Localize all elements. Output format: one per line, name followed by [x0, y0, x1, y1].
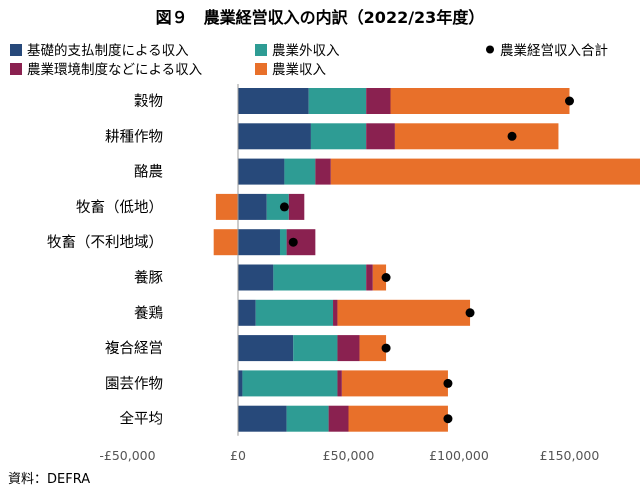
legend: 基礎的支払制度による収入 農業環境制度などによる収入 農業外収入 農業収入 農業…: [10, 42, 608, 78]
bars: [213, 88, 640, 432]
bar-segment: [238, 335, 294, 362]
bar-segment: [372, 264, 387, 291]
total-marker: [288, 237, 298, 247]
total-marker: [507, 131, 517, 141]
bar-segment: [333, 299, 338, 326]
bar-segment: [238, 299, 256, 326]
bar-segment: [279, 229, 287, 256]
x-tick-label: £50,000: [323, 448, 375, 463]
total-marker: [465, 308, 475, 318]
bar-segment: [337, 299, 471, 326]
category-label: 穀物: [134, 93, 163, 110]
x-axis-ticks: -£50,000£0£50,000£100,000£150,000£200,00…: [99, 448, 600, 463]
legend-swatch-basic-payment: [10, 44, 22, 56]
legend-label-total: 農業経営収入合計: [500, 43, 608, 59]
bar-segment: [337, 370, 342, 397]
bar-segment: [238, 123, 311, 150]
total-marker: [279, 202, 289, 212]
legend-label-basic-payment: 基礎的支払制度による収入: [27, 42, 189, 59]
bar-segment: [328, 405, 349, 432]
legend-label-farm-income: 農業収入: [272, 62, 326, 78]
bar-segment: [293, 335, 338, 362]
category-label: 複合経営: [105, 340, 163, 357]
bar-segment: [266, 193, 289, 220]
bar-segment: [238, 370, 243, 397]
bar-segment: [213, 229, 238, 256]
legend-marker-total: [486, 45, 494, 54]
bar-segment: [238, 229, 280, 256]
legend-swatch-non-farm: [255, 44, 267, 56]
total-marker: [381, 273, 391, 282]
bar-segment: [366, 88, 391, 114]
bar-segment: [238, 405, 287, 432]
bar-segment: [242, 370, 338, 397]
category-label: 全平均: [120, 410, 164, 428]
category-label: 牧畜（不利地域）: [47, 234, 163, 251]
legend-swatch-farm-income: [255, 63, 267, 75]
bar-segment: [308, 88, 367, 114]
bar-segment: [394, 123, 559, 150]
bar-segment: [348, 405, 448, 432]
legend-swatch-agri-environment: [10, 63, 22, 75]
bar-segment: [310, 123, 367, 150]
bar-segment: [366, 264, 373, 291]
x-tick-label: -£50,000: [99, 448, 155, 463]
source-note: 資料：DEFRA: [8, 472, 90, 487]
total-marker: [443, 378, 453, 388]
category-label: 園芸作物: [105, 375, 163, 392]
bar-segment: [288, 193, 305, 220]
bar-segment: [215, 193, 238, 220]
total-marker: [565, 96, 574, 106]
x-tick-label: £0: [230, 448, 246, 463]
category-label: 養鶏: [134, 304, 163, 322]
total-marker: [443, 414, 453, 424]
x-tick-label: £100,000: [429, 448, 489, 463]
x-tick-label: £150,000: [540, 448, 600, 463]
bar-segment: [238, 88, 309, 114]
bar-segment: [315, 158, 331, 185]
bar-segment: [337, 335, 360, 362]
bar-segment: [390, 88, 570, 114]
bar-segment: [286, 405, 329, 432]
total-marker: [381, 343, 391, 353]
legend-label-agri-environment: 農業環境制度などによる収入: [27, 62, 203, 78]
category-label: 酪農: [134, 164, 163, 181]
bar-segment: [238, 193, 267, 220]
bar-segment: [238, 158, 285, 185]
bar-segment: [255, 299, 334, 326]
bar-segment: [284, 158, 316, 185]
bar-segment: [273, 264, 367, 291]
category-label: 牧畜（低地）: [76, 199, 163, 216]
total-markers: [279, 96, 574, 424]
bar-segment: [330, 158, 640, 185]
category-label: 耕種作物: [105, 127, 163, 145]
legend-label-non-farm: 農業外収入: [272, 43, 340, 59]
category-label: 養豚: [134, 269, 163, 287]
bar-segment: [238, 264, 274, 291]
bar-segment: [341, 370, 448, 397]
chart-title: 図９ 農業経営収入の内訳（2022/23年度）: [156, 8, 485, 27]
bar-segment: [366, 123, 395, 150]
